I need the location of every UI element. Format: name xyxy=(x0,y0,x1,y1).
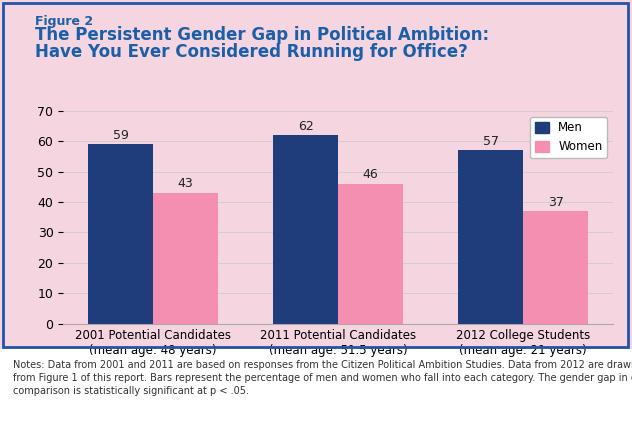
Bar xyxy=(88,144,153,324)
Bar xyxy=(153,193,218,324)
Bar xyxy=(458,150,523,324)
Bar xyxy=(523,211,588,324)
Text: 43: 43 xyxy=(178,178,193,190)
Text: Notes: Data from 2001 and 2011 are based on responses from the Citizen Political: Notes: Data from 2001 and 2011 are based… xyxy=(13,360,632,396)
Text: 46: 46 xyxy=(363,168,379,181)
Text: 62: 62 xyxy=(298,120,313,132)
Bar xyxy=(273,135,338,324)
Text: Have You Ever Considered Running for Office?: Have You Ever Considered Running for Off… xyxy=(35,43,468,60)
Text: 57: 57 xyxy=(483,135,499,148)
Bar xyxy=(338,184,403,324)
Text: The Persistent Gender Gap in Political Ambition:: The Persistent Gender Gap in Political A… xyxy=(35,26,489,43)
Text: Figure 2: Figure 2 xyxy=(35,15,93,28)
Text: 59: 59 xyxy=(112,129,128,142)
Legend: Men, Women: Men, Women xyxy=(530,117,607,158)
Text: 37: 37 xyxy=(548,196,564,209)
